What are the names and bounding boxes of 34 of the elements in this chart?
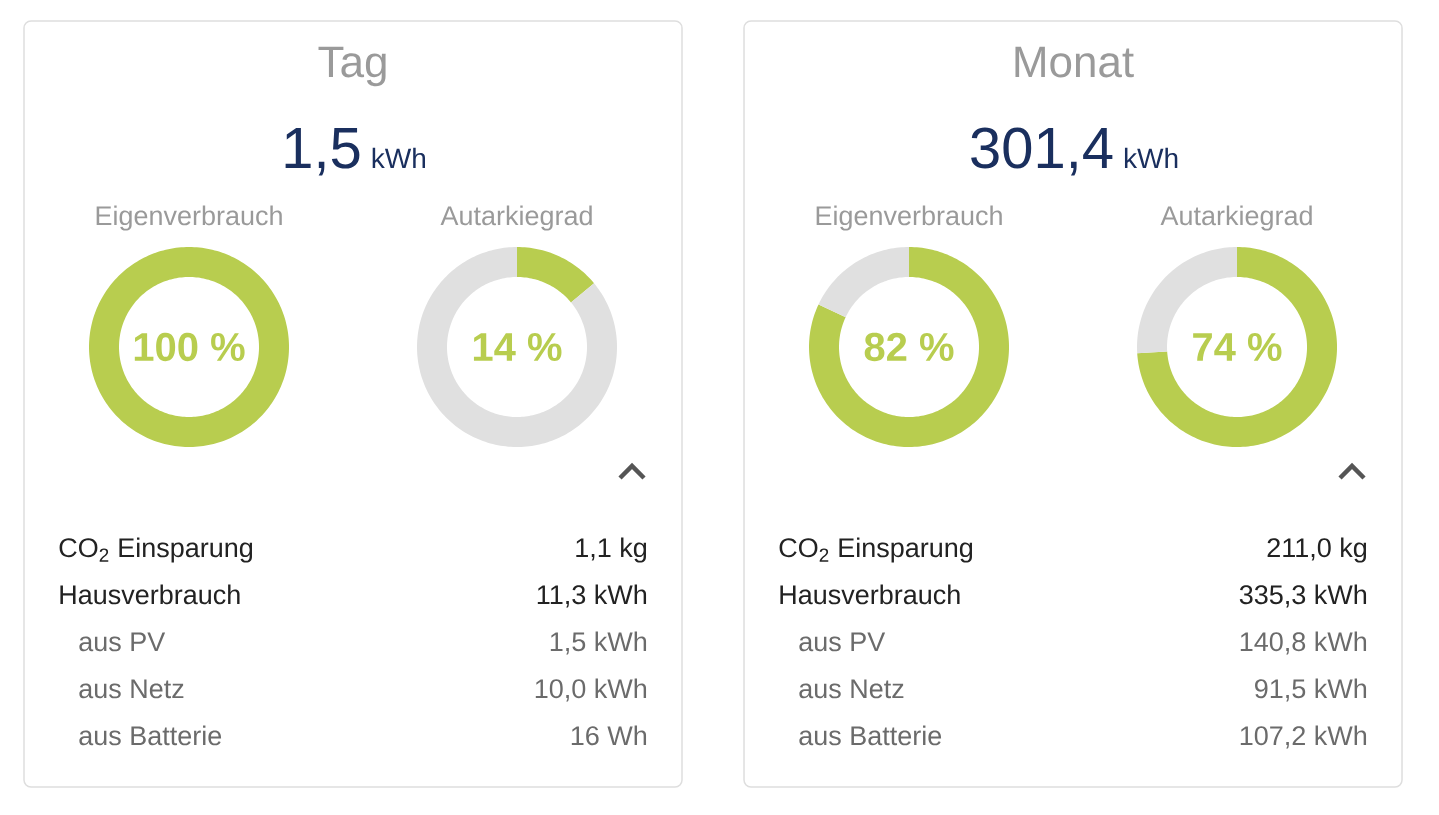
text: kWh (372, 147, 426, 169)
text: 74 % (1193, 332, 1282, 362)
text: aus Netz (79, 679, 184, 699)
text: aus Netz (799, 679, 904, 699)
chart-title: Eigenverbrauch (816, 205, 1002, 231)
text: 301,4 (971, 127, 1113, 176)
text: 11,3 kWh (537, 584, 647, 608)
text: 107,2 kWh (1240, 725, 1367, 749)
text: 91,5 kWh (1255, 678, 1367, 702)
text: kWh (1124, 147, 1178, 169)
text: Hausverbrauch (780, 584, 960, 605)
text: aus PV (799, 632, 886, 652)
text: 1,5 kWh (550, 631, 647, 655)
text: Hausverbrauch (60, 584, 240, 605)
text: 211,0 kg (1267, 537, 1367, 563)
text: 335,3 kWh (1239, 584, 1367, 608)
text: 1,1 kg (576, 537, 647, 563)
text: Monat (1015, 46, 1134, 78)
text: Tag (318, 46, 386, 87)
text: aus Batterie (79, 725, 222, 746)
text: 140,8 kWh (1240, 631, 1367, 655)
text: 14 % (473, 332, 562, 362)
text: 82 % (864, 332, 954, 362)
text: 16 Wh (571, 725, 647, 746)
text: 1,5 (285, 128, 360, 176)
text: 10,0 kWh (535, 678, 647, 702)
chart-title: Autarkiegrad (1160, 205, 1312, 231)
chart-title: Autarkiegrad (440, 205, 592, 231)
text: aus Batterie (799, 725, 942, 746)
text: CO$_{2}$ Einsparung (779, 537, 973, 563)
text: 100 % (134, 332, 245, 362)
text: CO$_{2}$ Einsparung (59, 537, 253, 563)
text: aus PV (79, 632, 166, 652)
chart-title: Eigenverbrauch (96, 205, 282, 231)
